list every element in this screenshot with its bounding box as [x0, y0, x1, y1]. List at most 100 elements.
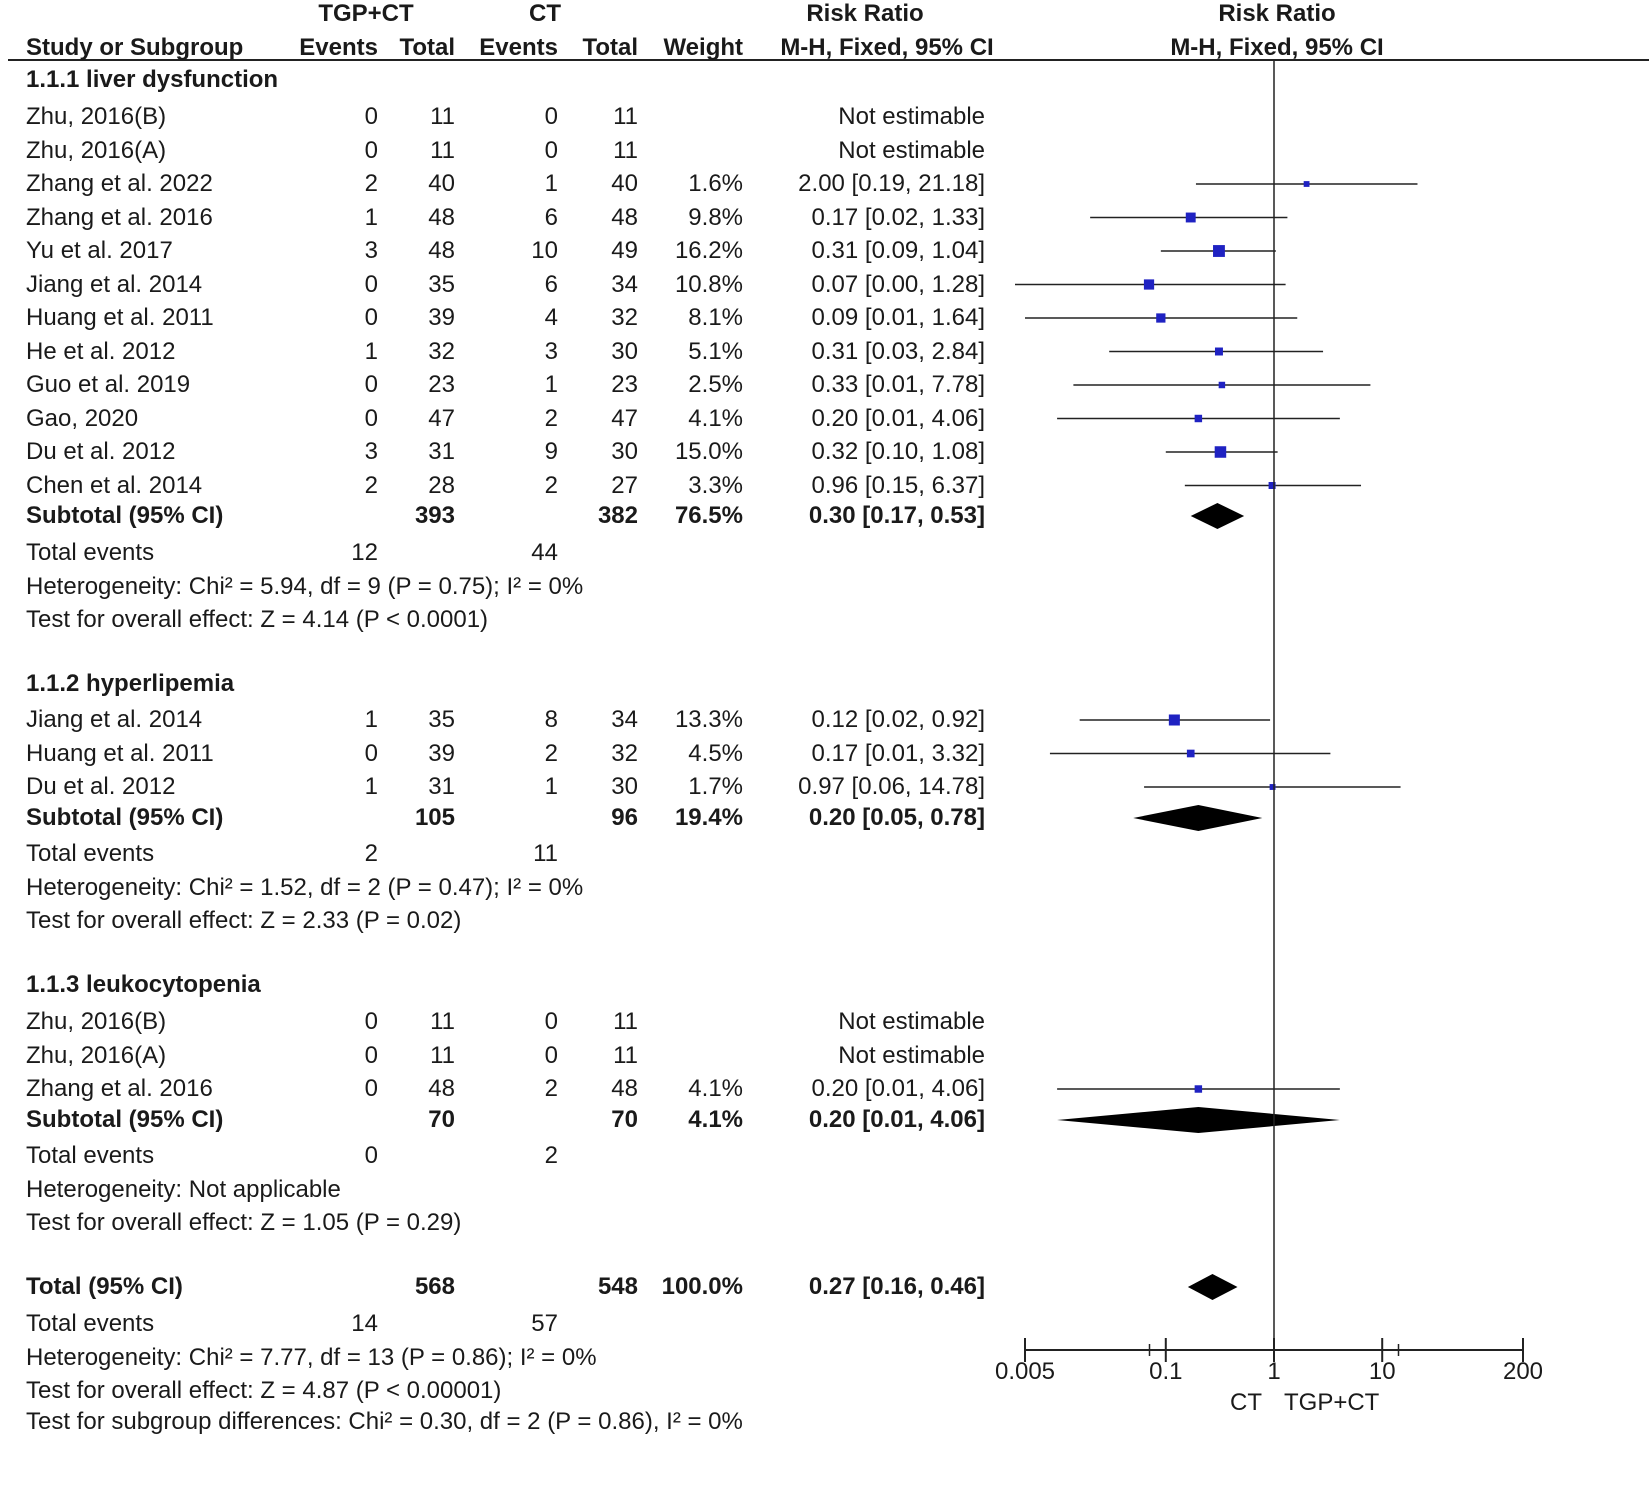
events-ct: 1	[544, 371, 558, 398]
study-risk-ratio: Not estimable	[838, 1041, 985, 1069]
subgroup-heterogeneity: Heterogeneity: Not applicable	[26, 1176, 341, 1203]
events-ct: 2	[544, 471, 558, 499]
study-point	[1218, 381, 1226, 389]
study-name: Zhu, 2016(A)	[26, 136, 167, 164]
events-ct: 6	[544, 203, 558, 231]
plot-title: Risk Ratio	[1218, 0, 1336, 27]
subtotal-risk-ratio: 0.20 [0.01, 4.06]	[808, 1106, 985, 1133]
subtotal-label: Subtotal (95% CI)	[26, 1106, 224, 1133]
total-tgpct: 48	[428, 237, 455, 264]
study-risk-ratio: Not estimable	[838, 103, 985, 130]
subgroup-title: 1.1.2 hyperlipemia	[26, 670, 235, 697]
subtotal-weight: 4.1%	[688, 1106, 743, 1133]
study-weight: 8.1%	[688, 304, 743, 331]
study-risk-ratio: Not estimable	[838, 136, 985, 164]
events-tgpct: 0	[364, 270, 378, 298]
subgroup-overall-effect: Test for overall effect: Z = 2.33 (P = 0…	[26, 907, 462, 934]
total-tgpct: 40	[428, 170, 455, 197]
events-ct: 2	[544, 1075, 558, 1102]
total-events-label: Total events	[26, 1310, 155, 1337]
subtotal-label: Subtotal (95% CI)	[26, 804, 224, 831]
subtotal-total-tgpct: 70	[428, 1106, 455, 1133]
x-tick-label: 0.005	[994, 1358, 1056, 1385]
total-tgpct: 48	[428, 1075, 455, 1102]
study-risk-ratio: 0.96 [0.15, 6.37]	[811, 471, 985, 499]
total-events-tgpct: 14	[351, 1310, 378, 1337]
study-point	[1168, 714, 1180, 726]
subtotal-total-tgpct: 393	[414, 502, 455, 529]
study-point	[1194, 414, 1203, 423]
col-header-study: Study or Subgroup	[26, 34, 244, 61]
total-diamond	[1187, 1274, 1238, 1300]
study-weight: 1.6%	[688, 170, 743, 197]
total-ct: 11	[613, 136, 638, 164]
study-point	[1185, 212, 1196, 223]
study-name: Du et al. 2012	[26, 773, 176, 800]
col-header-total-tgpct: Total	[399, 34, 455, 61]
subgroup-title: 1.1.1 liver dysfunction	[26, 66, 279, 93]
study-name: Huang et al. 2011	[26, 739, 214, 767]
total-tgpct: 11	[430, 136, 455, 164]
total-ct: 30	[611, 337, 638, 365]
col-header-total-ct: Total	[582, 34, 638, 61]
study-name: He et al. 2012	[26, 337, 176, 365]
subtotal-total-tgpct: 105	[414, 804, 455, 831]
subgroup-differences: Test for subgroup differences: Chi² = 0.…	[26, 1408, 743, 1435]
total-tgpct: 11	[430, 103, 455, 130]
study-name: Zhang et al. 2016	[26, 1075, 213, 1102]
events-ct: 1	[544, 170, 558, 197]
study-weight: 13.3%	[674, 706, 743, 733]
study-point	[1214, 446, 1227, 458]
study-risk-ratio: 0.17 [0.02, 1.33]	[811, 203, 985, 231]
events-tgpct: 0	[364, 136, 378, 164]
subtotal-total-ct: 70	[611, 1106, 638, 1133]
total-tgpct: 48	[428, 203, 455, 231]
study-point	[1214, 347, 1223, 356]
x-tick-label: 10	[1368, 1358, 1396, 1385]
subgroup-heterogeneity: Heterogeneity: Chi² = 5.94, df = 9 (P = …	[26, 573, 584, 600]
subgroup-events-tgpct: 12	[351, 539, 378, 566]
study-name: Guo et al. 2019	[26, 371, 191, 398]
total-tgpct: 31	[428, 438, 455, 465]
subgroup-overall-effect: Test for overall effect: Z = 4.14 (P < 0…	[26, 606, 489, 633]
events-tgpct: 2	[364, 471, 378, 499]
study-risk-ratio: 0.09 [0.01, 1.64]	[811, 304, 985, 331]
study-name: Zhu, 2016(A)	[26, 1041, 167, 1069]
total-tgpct: 39	[428, 304, 455, 331]
events-ct: 0	[544, 1041, 558, 1069]
study-risk-ratio: 0.33 [0.01, 7.78]	[811, 371, 985, 398]
study-weight: 4.1%	[688, 1075, 743, 1102]
events-ct: 9	[544, 438, 558, 465]
study-risk-ratio: 0.31 [0.09, 1.04]	[811, 237, 985, 264]
total-ct: 11	[613, 103, 638, 130]
subtotal-diamond	[1057, 1107, 1340, 1133]
study-risk-ratio: Not estimable	[838, 1008, 985, 1035]
total-total-tgpct: 568	[414, 1273, 455, 1300]
total-events-ct: 57	[531, 1310, 558, 1337]
subgroup-title: 1.1.3 leukocytopenia	[26, 971, 261, 998]
study-point	[1303, 181, 1310, 187]
subtotal-weight: 76.5%	[674, 502, 743, 529]
total-risk-ratio: 0.27 [0.16, 0.46]	[808, 1273, 985, 1300]
total-tgpct: 11	[430, 1008, 455, 1035]
subtotal-weight: 19.4%	[674, 804, 743, 831]
subtotal-diamond	[1133, 805, 1263, 831]
subgroup-events-label: Total events	[26, 1142, 155, 1169]
favours-right: TGP+CT	[1284, 1389, 1380, 1416]
subgroup-events-tgpct: 0	[364, 1142, 378, 1169]
study-name: Yu et al. 2017	[26, 237, 173, 264]
study-weight: 5.1%	[688, 337, 743, 365]
study-point	[1213, 245, 1225, 257]
subtotal-risk-ratio: 0.20 [0.05, 0.78]	[808, 804, 985, 831]
total-ct: 49	[611, 237, 638, 264]
subtotal-total-ct: 382	[597, 502, 638, 529]
events-tgpct: 0	[364, 371, 378, 398]
events-tgpct: 0	[364, 103, 378, 130]
total-total-ct: 548	[597, 1273, 638, 1300]
events-ct: 0	[544, 1008, 558, 1035]
study-point	[1269, 784, 1276, 790]
study-risk-ratio: 0.97 [0.06, 14.78]	[798, 773, 985, 800]
total-tgpct: 35	[428, 270, 455, 298]
x-tick-label: 1	[1267, 1358, 1281, 1385]
